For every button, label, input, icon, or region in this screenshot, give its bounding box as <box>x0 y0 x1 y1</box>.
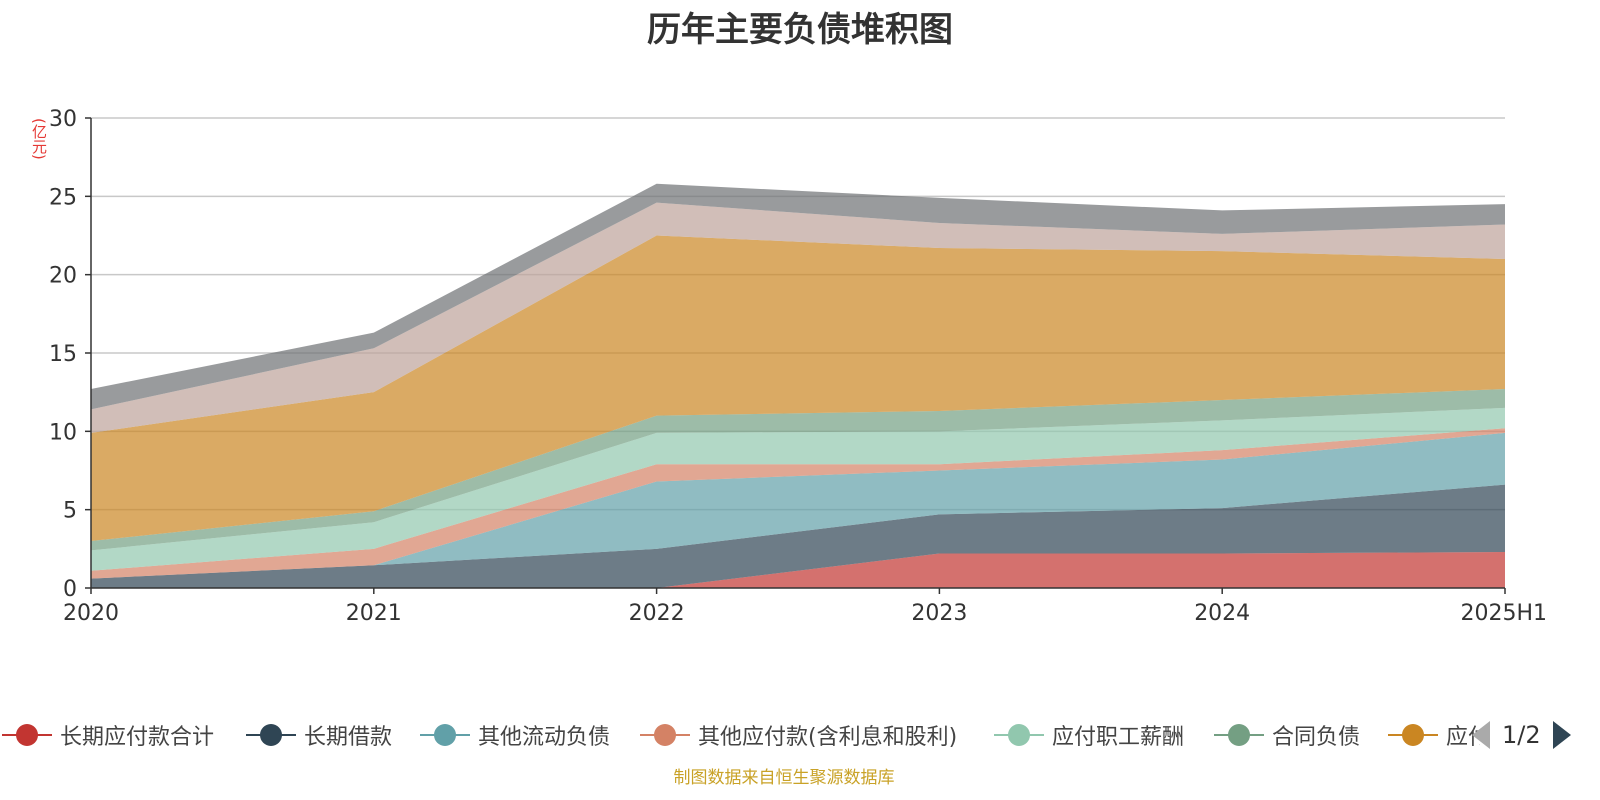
area-series-1[interactable] <box>91 551 1505 588</box>
legend-label: 合同负债 <box>1272 725 1361 750</box>
legend-marker-icon <box>1388 715 1438 755</box>
x-tick-label: 2023 <box>911 601 967 626</box>
legend: 长期应付款合计 长期借款 其他流动负债 其他应付款(含利息和股利) 应付职工薪酬 合同负债… <box>0 715 1480 755</box>
axes: 0 5 10 15 20 25 30 2020 2021 2022 2023 2024 2025H1 <box>49 107 1547 626</box>
x-tick-label: 2022 <box>629 601 685 626</box>
area-series-2[interactable] <box>91 484 1505 588</box>
legend-item-1[interactable]: 长期应付款合计 <box>2 715 214 755</box>
legend-next-page-arrow-icon[interactable] <box>1552 721 1571 749</box>
legend-label: 应付职工薪酬 <box>1052 725 1185 750</box>
legend-marker-icon <box>2 715 52 755</box>
y-axis-unit-label: (亿元) <box>30 118 48 160</box>
y-tick-label: 15 <box>49 342 77 367</box>
legend-marker-icon <box>994 715 1044 755</box>
y-tick-label: 10 <box>49 420 77 445</box>
legend-label: 长期借款 <box>304 725 393 750</box>
legend-label: 长期应付款合计 <box>60 725 215 750</box>
legend-page-indicator: 1/2 <box>1502 721 1541 749</box>
y-tick-label: 20 <box>49 264 77 289</box>
legend-prev-page-arrow-icon[interactable] <box>1472 721 1490 749</box>
area-series-3[interactable] <box>91 432 1505 579</box>
y-tick-label: 30 <box>49 107 77 132</box>
legend-item-6[interactable]: 合同负债 <box>1214 715 1360 755</box>
y-tick-label: 5 <box>63 499 77 524</box>
legend-pager: 1/2 <box>1470 715 1600 755</box>
legend-item-5[interactable]: 应付职工薪酬 <box>994 715 1184 755</box>
legend-label: 其他应付款(含利息和股利) <box>698 725 958 750</box>
source-note: 制图数据来自恒生聚源数据库 <box>673 768 895 788</box>
legend-item-2[interactable]: 长期借款 <box>246 715 392 755</box>
area-series-group <box>91 183 1505 588</box>
legend-marker-icon <box>420 715 470 755</box>
legend-marker-icon <box>640 715 690 755</box>
area-series-4[interactable] <box>91 428 1505 579</box>
chart-title: 历年主要负债堆积图 <box>647 10 953 50</box>
x-tick-label: 2020 <box>63 601 119 626</box>
area-series-8[interactable] <box>91 202 1505 433</box>
legend-marker-icon <box>246 715 296 755</box>
x-tick-label: 2025H1 <box>1460 601 1547 626</box>
area-series-6[interactable] <box>91 389 1505 551</box>
x-tick-label: 2021 <box>346 601 402 626</box>
legend-label: 其他流动负债 <box>478 725 611 750</box>
x-tick-label: 2024 <box>1194 601 1250 626</box>
legend-marker-icon <box>1214 715 1264 755</box>
y-tick-label: 0 <box>63 577 77 602</box>
legend-item-7[interactable]: 应付账款 <box>1388 715 1480 755</box>
y-tick-label: 25 <box>49 185 77 210</box>
area-series-7[interactable] <box>91 235 1505 542</box>
legend-item-3[interactable]: 其他流动负债 <box>420 715 610 755</box>
stacked-area-chart: 0 5 10 15 20 25 30 2020 2021 2022 2023 2024 2025H1 <box>49 107 1547 626</box>
area-series-5[interactable] <box>91 407 1505 571</box>
legend-item-4[interactable]: 其他应付款(含利息和股利) <box>640 715 957 755</box>
